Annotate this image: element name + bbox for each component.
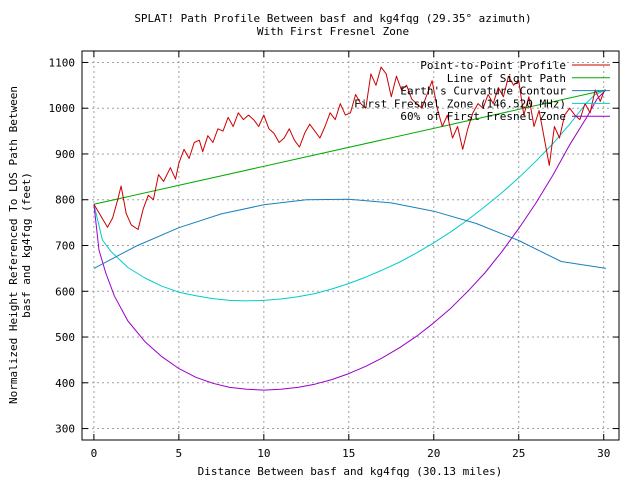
x-tick-label: 30 — [597, 447, 610, 460]
y-tick-label: 900 — [55, 148, 75, 161]
y-tick-label: 1000 — [49, 102, 76, 115]
y-axis-label-line-2: basf and kg4fqg (feet) — [20, 172, 33, 318]
chart-title: SPLAT! Path Profile Between basf and kg4… — [134, 12, 531, 25]
series-line-1 — [93, 89, 607, 205]
x-tick-label: 20 — [427, 447, 440, 460]
x-axis-ticks: 0 5 10 15 20 25 30 — [91, 51, 610, 460]
x-axis-label: Distance Between basf and kg4fqg (30.13 … — [198, 465, 503, 478]
y-axis-label-line-1: Normalized Height Referenced To LOS Path… — [7, 86, 20, 404]
legend-label: Earth's Curvature Contour — [400, 85, 566, 98]
legend-label: Line of Sight Path — [447, 72, 566, 85]
y-tick-label: 700 — [55, 240, 75, 253]
y-axis-ticks: 300 400 500 600 700 800 900 1000 1100 — [49, 56, 619, 436]
series-line-3 — [93, 89, 607, 302]
y-tick-label: 300 — [55, 423, 75, 436]
series-line-2 — [93, 198, 606, 269]
x-tick-label: 15 — [342, 447, 355, 460]
x-tick-label: 10 — [257, 447, 270, 460]
series-line-4 — [93, 89, 607, 391]
legend-label: Point-to-Point Profile — [420, 59, 566, 72]
y-tick-label: 1100 — [49, 56, 76, 69]
x-tick-label: 5 — [176, 447, 183, 460]
data-series — [93, 66, 607, 391]
x-tick-label: 25 — [512, 447, 525, 460]
y-tick-label: 800 — [55, 194, 75, 207]
legend-label: First Fresnel Zone (146.520 MHz) — [354, 97, 566, 110]
series-line-0 — [93, 66, 605, 230]
y-tick-label: 400 — [55, 377, 75, 390]
x-tick-label: 0 — [91, 447, 98, 460]
chart-subtitle: With First Fresnel Zone — [257, 25, 409, 38]
legend-label: 60% of First Fresnel Zone — [400, 110, 566, 123]
y-tick-label: 500 — [55, 331, 75, 344]
y-tick-label: 600 — [55, 285, 75, 298]
